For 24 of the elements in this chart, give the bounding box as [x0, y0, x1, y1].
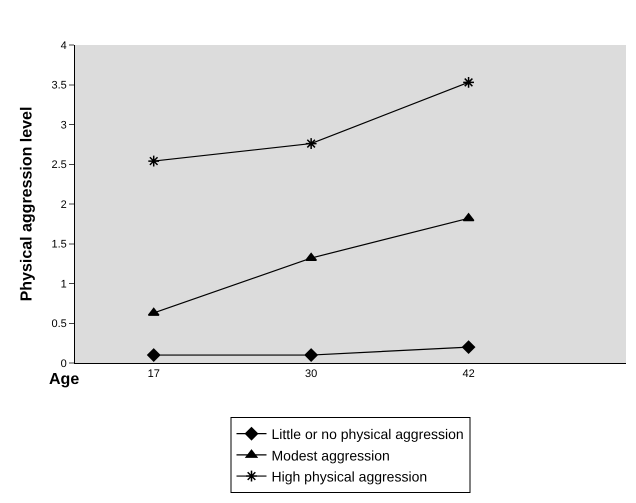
- point: [304, 137, 318, 150]
- y-tick-label: 2: [60, 198, 67, 211]
- x-axis-title: Age: [49, 371, 80, 388]
- x-tick-label: 17: [148, 368, 160, 380]
- x-tick-label: 42: [462, 368, 475, 380]
- legend-label: Little or no physical aggression: [272, 426, 464, 442]
- point: [305, 252, 318, 262]
- legend-label: Modest aggression: [272, 447, 390, 464]
- point: [462, 340, 476, 354]
- point: [462, 76, 475, 89]
- point: [304, 348, 318, 362]
- y-tick-label: 1: [60, 278, 67, 290]
- y-tick-label: 0.5: [52, 318, 67, 330]
- x-tick-label: 30: [305, 368, 318, 380]
- y-tick-label: 3.5: [52, 80, 67, 92]
- y-tick-label: 3: [60, 119, 67, 132]
- point: [147, 348, 160, 362]
- y-tick-label: 1.5: [52, 238, 67, 251]
- point: [148, 154, 160, 168]
- y-axis-title: Physical aggression level: [18, 106, 36, 302]
- y-tick-label: 0: [60, 358, 67, 370]
- y-tick-label: 4: [60, 40, 67, 52]
- legend-label: High physical aggression: [272, 468, 428, 485]
- y-tick-label: 2.5: [52, 159, 67, 172]
